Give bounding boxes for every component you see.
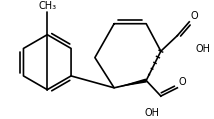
- Text: O: O: [178, 77, 186, 87]
- Text: OH: OH: [144, 108, 159, 118]
- Text: OH: OH: [196, 44, 211, 54]
- Text: CH₃: CH₃: [38, 1, 56, 11]
- Polygon shape: [114, 79, 147, 88]
- Text: O: O: [190, 11, 198, 21]
